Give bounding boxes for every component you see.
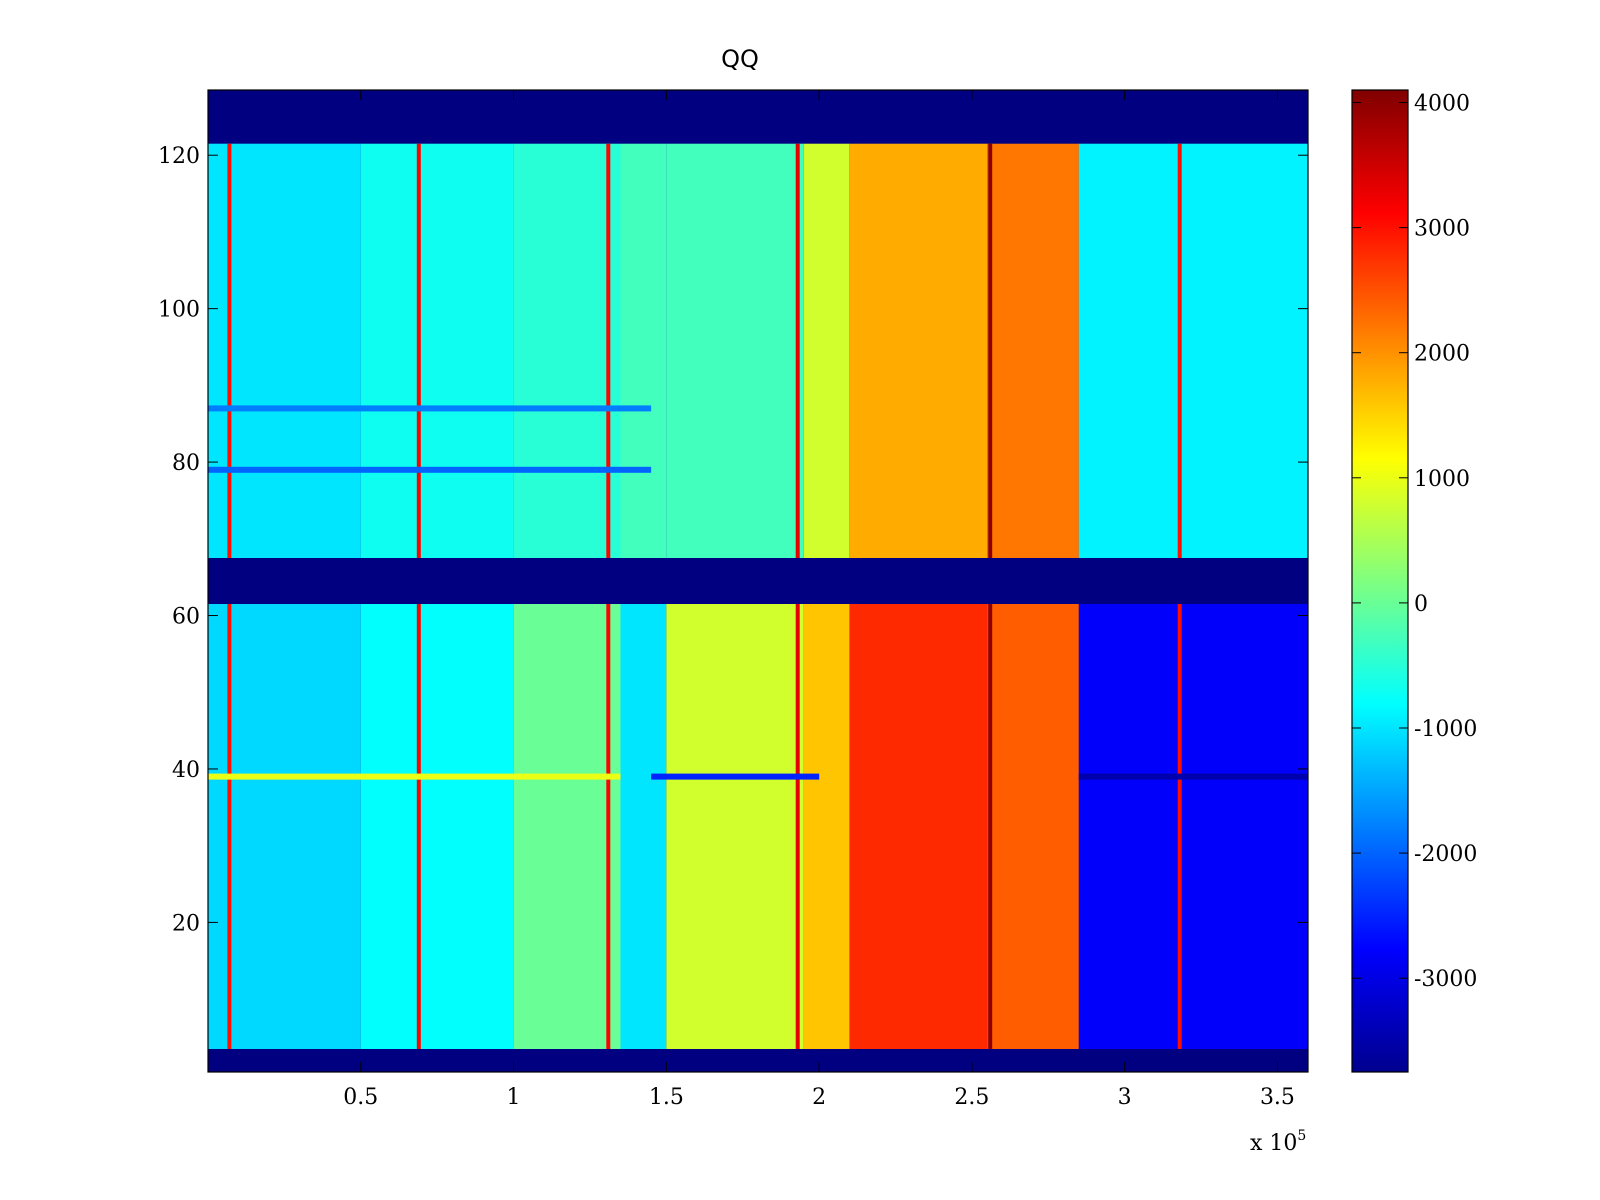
heatmap-band <box>620 604 667 1049</box>
vertical-stripe <box>795 604 800 1049</box>
heatmap-band <box>208 604 361 1049</box>
heatmap-band <box>803 604 850 1049</box>
x-tick-label: 2.5 <box>954 1085 989 1110</box>
colorbar-tick-label: 4000 <box>1414 92 1470 117</box>
colorbar-tick-label: 3000 <box>1414 217 1470 242</box>
vertical-stripe <box>988 604 993 1049</box>
vertical-stripe <box>1177 143 1182 558</box>
heatmap-cells <box>208 143 1308 1049</box>
colorbar-tick-label: -2000 <box>1414 842 1477 867</box>
heatmap-band <box>360 143 514 558</box>
vertical-stripe <box>227 604 232 1049</box>
colorbar-tick-label: -3000 <box>1414 967 1477 992</box>
heatmap-band <box>803 143 850 558</box>
x-tick-label: 1.5 <box>649 1085 684 1110</box>
horizontal-stripe <box>208 405 652 412</box>
y-axis: 20 40 60 80 100 120 <box>158 144 1308 936</box>
y-tick-label: 60 <box>172 605 200 630</box>
horizontal-stripe <box>208 773 621 780</box>
colorbar-tick-label: 2000 <box>1414 342 1470 367</box>
y-tick-label: 20 <box>172 911 200 936</box>
vertical-stripe <box>1177 604 1182 1049</box>
horizontal-stripe <box>1078 773 1308 780</box>
y-tick-label: 100 <box>158 298 200 323</box>
vertical-stripe <box>988 143 993 558</box>
plot-frame <box>207 89 1309 1073</box>
y-tick-label: 40 <box>172 758 200 783</box>
colorbar: 4000 3000 2000 1000 0 -1000 -2000 -3000 <box>1351 89 1477 1073</box>
vertical-stripe <box>227 143 232 558</box>
vertical-stripe <box>416 604 421 1049</box>
x-axis: 0.5 1 1.5 2 2.5 3 3.5 <box>343 90 1295 1110</box>
colorbar-ticks: 4000 3000 2000 1000 0 -1000 -2000 -3000 <box>1352 92 1477 992</box>
heatmap-band <box>360 604 514 1049</box>
colorbar-tick-label: 1000 <box>1414 467 1470 492</box>
heatmap-band <box>666 604 804 1049</box>
vertical-stripe <box>606 143 611 558</box>
heatmap-band <box>208 143 361 558</box>
horizontal-stripe <box>208 466 652 473</box>
colorbar-tick-label: -1000 <box>1414 717 1477 742</box>
x-multiplier-label: x 105 <box>1250 1128 1306 1156</box>
heatmap-band <box>1078 604 1308 1049</box>
heatmap-band <box>849 604 988 1049</box>
heatmap-band <box>987 143 1079 558</box>
heatmap-band <box>849 143 988 558</box>
x-tick-label: 1 <box>507 1085 521 1110</box>
vertical-stripe <box>795 143 800 558</box>
colorbar-gradient <box>1351 89 1409 1073</box>
heatmap-stripes <box>208 143 1308 1049</box>
heatmap-band <box>513 604 621 1049</box>
heatmap-band <box>666 143 804 558</box>
colorbar-tick-label: 0 <box>1414 592 1428 617</box>
y-tick-label: 80 <box>172 451 200 476</box>
x-tick-label: 0.5 <box>343 1085 378 1110</box>
x-tick-label: 3.5 <box>1260 1085 1295 1110</box>
chart-title: QQ <box>721 45 759 73</box>
heatmap-band <box>1078 143 1308 558</box>
x-tick-label: 2 <box>812 1085 826 1110</box>
vertical-stripe <box>606 604 611 1049</box>
horizontal-stripe <box>651 773 820 780</box>
vertical-stripe <box>416 143 421 558</box>
heatmap-band <box>513 143 621 558</box>
x-tick-label: 3 <box>1118 1085 1132 1110</box>
heatmap-band <box>620 143 667 558</box>
y-tick-label: 120 <box>158 144 200 169</box>
heatmap-band <box>987 604 1079 1049</box>
plot-area <box>207 89 1309 1073</box>
